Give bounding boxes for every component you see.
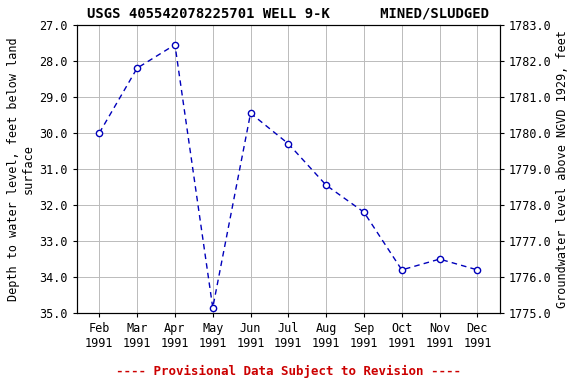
Y-axis label: Groundwater level above NGVD 1929, feet: Groundwater level above NGVD 1929, feet	[556, 30, 569, 308]
Text: ---- Provisional Data Subject to Revision ----: ---- Provisional Data Subject to Revisio…	[116, 365, 460, 378]
Title: USGS 405542078225701 WELL 9-K      MINED/SLUDGED: USGS 405542078225701 WELL 9-K MINED/SLUD…	[88, 7, 490, 21]
Y-axis label: Depth to water level, feet below land
surface: Depth to water level, feet below land su…	[7, 37, 35, 301]
